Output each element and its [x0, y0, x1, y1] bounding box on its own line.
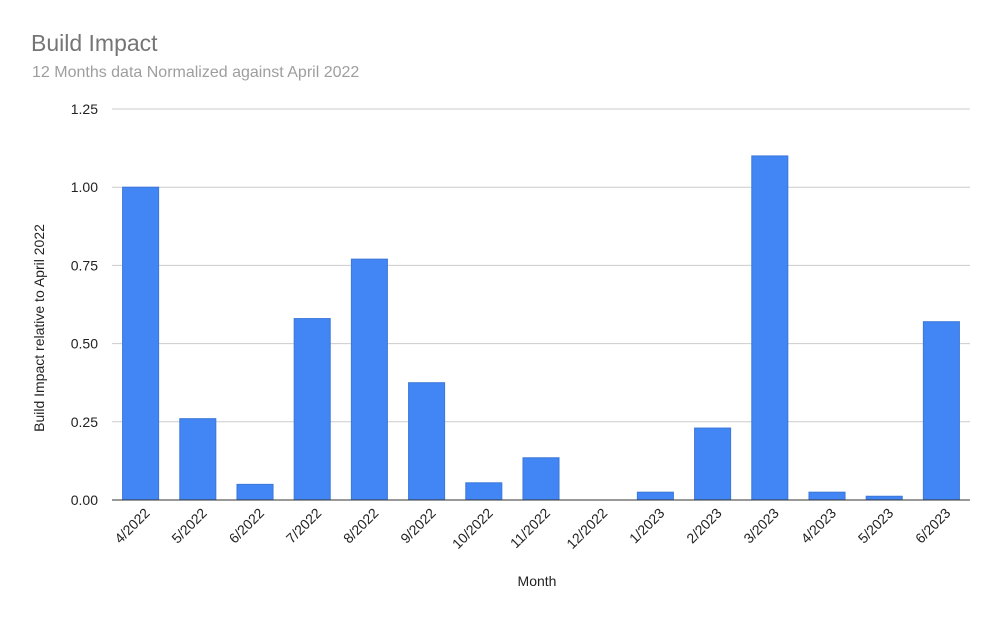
x-axis-label: Month: [518, 573, 557, 589]
gridlines: [112, 108, 970, 423]
x-tick-label: 8/2022: [340, 505, 382, 547]
chart-subtitle: 12 Months data Normalized against April …: [32, 64, 360, 81]
bar-11-2022: [522, 457, 560, 501]
y-tick-label: 0.50: [71, 336, 98, 352]
bar-4-2022: [122, 186, 160, 501]
y-tick-label: 1.25: [71, 101, 98, 117]
x-tick-label: 2/2023: [683, 505, 725, 547]
x-tick-label: 4/2022: [111, 505, 153, 547]
y-tick-label: 0.25: [71, 414, 98, 430]
bar-5-2022: [179, 418, 217, 501]
bar-7-2022: [293, 318, 331, 501]
x-tick-label: 5/2022: [168, 505, 210, 547]
bar-6-2023: [922, 321, 960, 501]
y-axis-ticks: 0.00 0.25 0.50 0.75 1.00 1.25: [71, 101, 98, 508]
x-tick-label: 6/2022: [226, 505, 268, 547]
x-tick-label: 11/2022: [507, 505, 554, 552]
x-tick-label: 3/2023: [740, 505, 782, 547]
y-tick-label: 1.00: [71, 179, 98, 195]
bar-2-2023: [694, 427, 732, 501]
x-tick-label: 1/2023: [626, 505, 668, 547]
x-tick-label: 12/2022: [563, 505, 610, 552]
x-tick-label: 9/2022: [397, 505, 439, 547]
bars: [122, 155, 960, 501]
bar-10-2022: [465, 482, 503, 501]
bar-3-2023: [751, 155, 789, 501]
y-tick-label: 0.75: [71, 257, 98, 273]
bar-8-2022: [350, 258, 388, 501]
x-tick-label: 4/2023: [798, 505, 840, 547]
bar-4-2023: [808, 491, 846, 501]
x-axis-ticks: 4/2022 5/2022 6/2022 7/2022 8/2022 9/2022 10/2…: [111, 505, 954, 552]
y-tick-label: 0.00: [71, 492, 98, 508]
bar-9-2022: [408, 382, 446, 501]
bar-6-2022: [236, 483, 274, 501]
bar-5-2023: [865, 495, 903, 501]
x-tick-label: 7/2022: [283, 505, 325, 547]
x-tick-label: 5/2023: [855, 505, 897, 547]
chart-title: Build Impact: [31, 30, 158, 56]
bar-1-2023: [636, 491, 674, 501]
y-axis-label: Build Impact relative to April 2022: [31, 224, 47, 432]
x-tick-label: 10/2022: [449, 505, 496, 552]
x-tick-label: 6/2023: [912, 505, 954, 547]
